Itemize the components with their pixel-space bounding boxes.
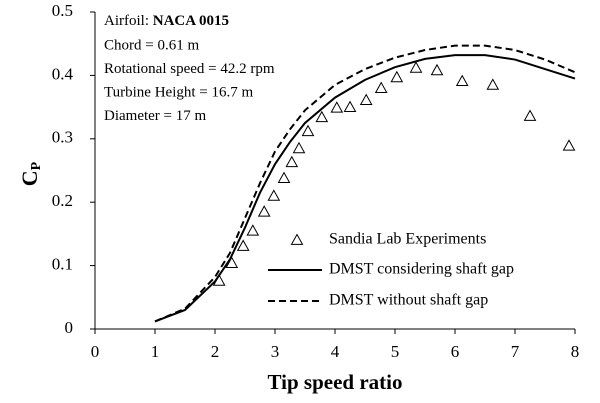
legend-label: DMST considering shaft gap: [329, 261, 514, 278]
annotation: Diameter = 17 m: [104, 108, 207, 124]
legend-label: Sandia Lab Experiments: [329, 231, 486, 248]
data-point: [285, 155, 299, 168]
annotation: Turbine Height = 16.7 m: [104, 84, 253, 100]
x-tick-label: 5: [391, 342, 400, 361]
x-axis-label: Tip speed ratio: [268, 370, 403, 394]
data-point: [486, 78, 500, 90]
data-point: [225, 256, 239, 268]
data-line: [154, 44, 576, 323]
y-tick-label: 0.3: [52, 128, 73, 147]
annotation: Chord = 0.61 m: [104, 37, 199, 53]
y-axis-label-sub: P: [29, 161, 44, 170]
data-point: [330, 101, 344, 113]
y-tick-label: 0: [65, 318, 74, 337]
x-tick-label: 4: [331, 342, 340, 361]
x-tick-label: 1: [151, 342, 160, 361]
data-point: [343, 100, 357, 112]
x-tick-label: 0: [91, 342, 100, 361]
y-tick-label: 0.4: [52, 64, 74, 83]
annotation-value: NACA 0015: [153, 13, 229, 29]
data-point: [246, 224, 260, 236]
y-tick-label: 0.2: [52, 191, 73, 210]
data-point: [359, 93, 373, 106]
legend-marker: [290, 233, 304, 245]
data-point: [257, 205, 271, 217]
data-point: [236, 239, 250, 251]
x-tick-label: 7: [511, 342, 520, 361]
data-point: [374, 81, 388, 93]
y-tick-label: 0.1: [52, 255, 73, 274]
data-point: [430, 63, 444, 76]
data-point: [390, 70, 404, 83]
annotation-label: Airfoil:: [104, 13, 149, 29]
data-point: [523, 109, 537, 121]
data-point: [455, 74, 469, 87]
x-tick-label: 6: [451, 342, 460, 361]
y-tick-label: 0.5: [52, 1, 73, 20]
data-point: [301, 124, 315, 137]
data-point: [277, 171, 291, 184]
data-line: [154, 54, 576, 323]
y-axis-label: CP: [17, 161, 44, 186]
x-tick-label: 2: [211, 342, 220, 361]
data-point: [562, 139, 576, 151]
data-point: [267, 189, 281, 201]
data-point: [315, 110, 329, 123]
x-tick-label: 8: [571, 342, 580, 361]
y-axis-label-main: C: [17, 170, 42, 186]
legend-label: DMST without shaft gap: [329, 292, 488, 309]
annotation: Rotational speed = 42.2 rpm: [104, 61, 275, 77]
data-point: [292, 141, 306, 154]
x-tick-label: 3: [271, 342, 280, 361]
annotation: Airfoil: NACA 0015: [104, 13, 229, 29]
data-point: [409, 61, 423, 73]
